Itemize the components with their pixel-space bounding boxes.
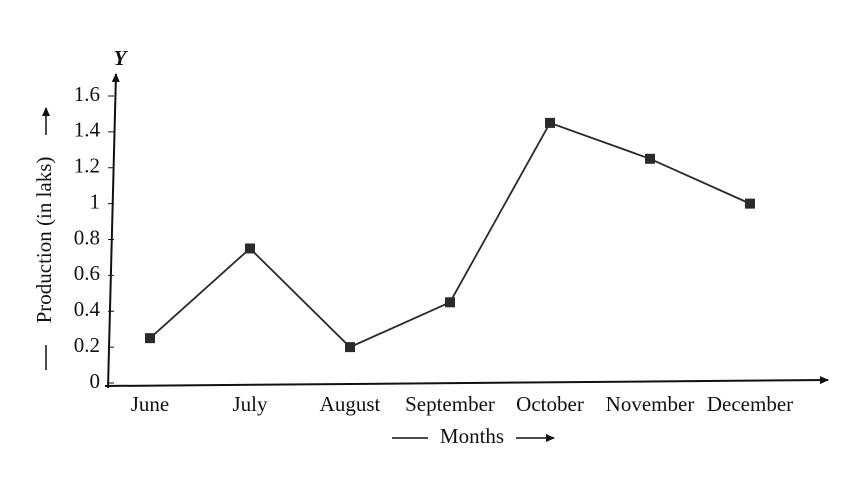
- y-tick-label: 1.6: [74, 82, 100, 106]
- y-tick-label: 0.8: [74, 225, 100, 249]
- x-tick-label: December: [707, 392, 793, 416]
- y-tick-label: 1.4: [74, 118, 101, 142]
- marker: [745, 198, 755, 209]
- y-axis-label: Production (in laks): [32, 157, 56, 324]
- y-tick-label: 0.2: [74, 333, 100, 357]
- y-tick-label: 1.2: [74, 154, 100, 178]
- y-axis-symbol: Y: [114, 46, 129, 70]
- y-axis: [107, 73, 120, 389]
- x-tick-label: July: [232, 392, 268, 416]
- y-tick-label: 0: [90, 369, 101, 393]
- line: [149, 121, 751, 349]
- marker: [445, 297, 455, 308]
- y-tick-label: 1: [90, 189, 101, 213]
- x-tick-label: September: [405, 392, 495, 416]
- y-tick-label: 0.4: [74, 297, 101, 321]
- x-axis: [104, 376, 829, 387]
- x-axis-label: Months: [440, 424, 504, 448]
- x-tick-label: November: [606, 392, 695, 416]
- marker: [345, 342, 355, 353]
- y-label-group: Production (in laks): [32, 107, 56, 370]
- x-tick-label: August: [320, 392, 381, 416]
- marker: [245, 243, 255, 254]
- x-tick-label: June: [131, 392, 170, 416]
- y-tick-label: 0.6: [74, 261, 100, 285]
- x-tick-label: October: [516, 392, 584, 416]
- marker: [145, 333, 155, 344]
- marker: [545, 117, 555, 128]
- marker: [645, 153, 655, 164]
